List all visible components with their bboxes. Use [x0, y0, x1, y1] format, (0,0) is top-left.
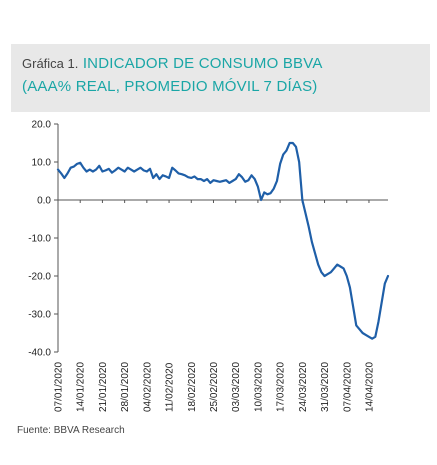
series-line	[56, 141, 390, 340]
x-tick-label: 31/03/2020	[320, 362, 331, 412]
x-tick-label: 07/04/2020	[342, 362, 353, 412]
source-note: Fuente: BBVA Research	[17, 425, 125, 436]
x-tick-label: 18/02/2020	[187, 362, 198, 412]
y-axis: 20.0 10.0 0.0 -10.0 -20.0 -30.0 -40.0	[28, 120, 59, 359]
title-box: Gráfica 1. INDICADOR DE CONSUMO BBVA (AA…	[11, 44, 430, 112]
x-tick-label: 03/03/2020	[231, 362, 242, 412]
y-tick-label: 10.0	[32, 158, 52, 169]
x-tick-label: 14/04/2020	[364, 362, 375, 412]
y-tick-label: -30.0	[28, 310, 51, 321]
x-tick-label: 17/03/2020	[276, 362, 287, 412]
x-axis: 07/01/2020 14/01/2020 21/01/2020 28/01/2020…	[54, 199, 388, 412]
y-tick-label: 0.0	[37, 196, 51, 207]
chart-subtitle: (AAA% REAL, PROMEDIO MÓVIL 7 DÍAS)	[22, 78, 318, 95]
x-tick-label: 21/01/2020	[98, 362, 109, 412]
y-tick-label: 20.0	[32, 120, 52, 131]
y-tick-label: -10.0	[28, 234, 51, 245]
title-prefix: Gráfica 1.	[22, 56, 79, 71]
x-tick-label: 11/02/2020	[165, 362, 176, 412]
x-tick-label: 24/03/2020	[298, 362, 309, 412]
title-line: Gráfica 1. INDICADOR DE CONSUMO BBVA	[22, 55, 323, 73]
chart-title: INDICADOR DE CONSUMO BBVA	[82, 55, 323, 72]
x-tick-label: 07/01/2020	[54, 362, 65, 412]
x-tick-label: 25/02/2020	[209, 362, 220, 412]
x-tick-label: 04/02/2020	[142, 362, 153, 412]
y-tick-label: -40.0	[28, 348, 51, 359]
y-tick-label: -20.0	[28, 272, 51, 283]
x-tick-label: 14/01/2020	[76, 362, 87, 412]
series-layer	[56, 141, 390, 340]
x-tick-label: 10/03/2020	[253, 362, 264, 412]
x-tick-label: 28/01/2020	[120, 362, 131, 412]
